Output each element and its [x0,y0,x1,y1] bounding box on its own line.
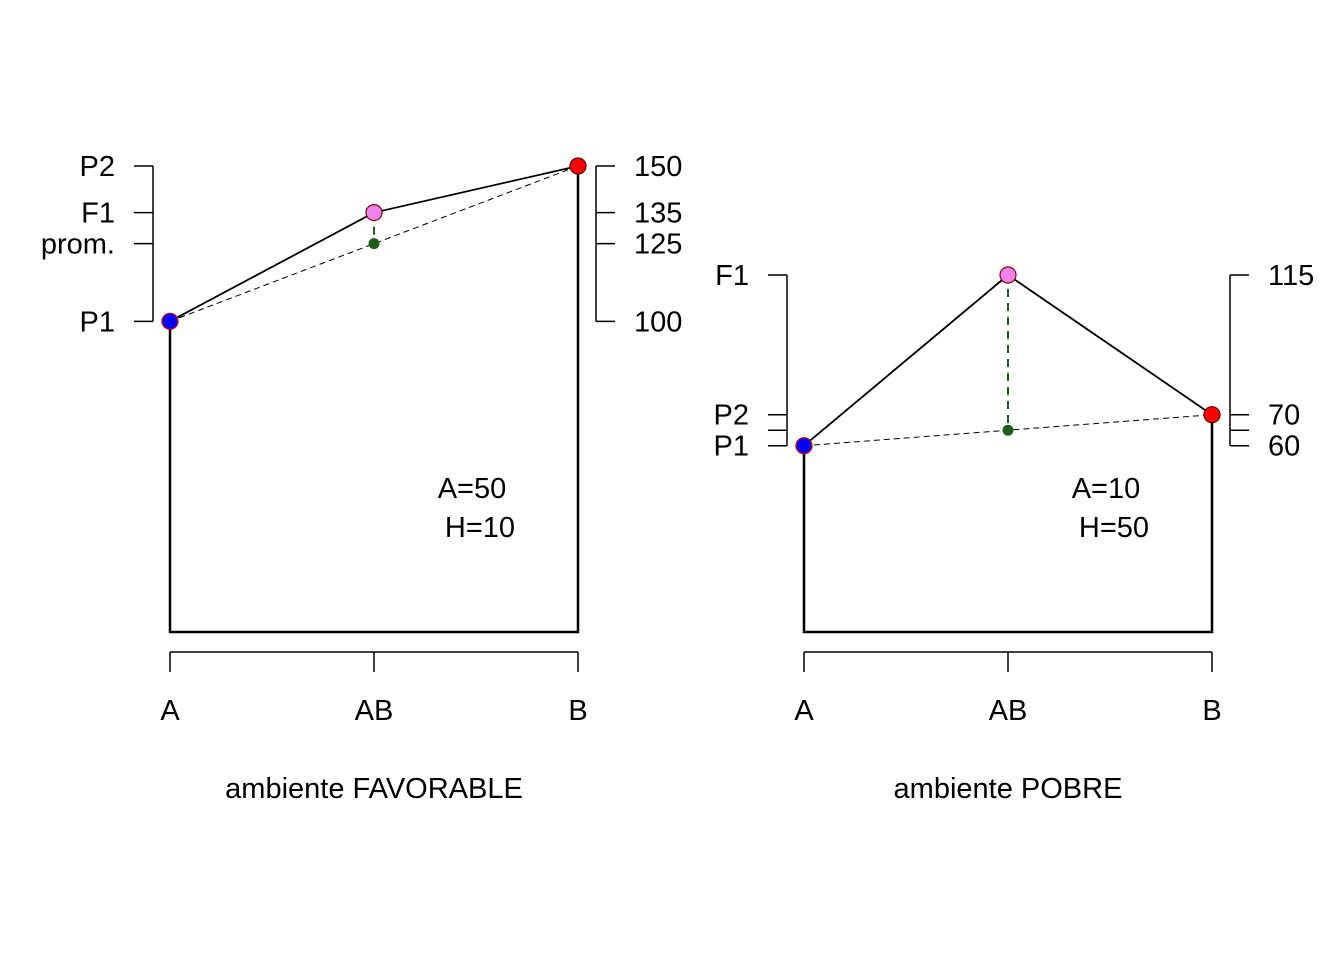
frame-outline [802,414,1214,634]
point-p1 [795,437,813,455]
point-p2 [569,157,587,175]
x-tick-label: AB [989,695,1028,727]
x-tick-label: B [1202,695,1221,727]
right-axis-label: 100 [634,306,682,338]
point-p2 [1203,406,1221,424]
point-f1 [999,266,1017,284]
point-prom [1002,424,1014,436]
left-axis-label: P1 [714,431,749,463]
left-axis-label: F1 [81,198,115,230]
right-axis-label: 125 [634,229,682,261]
x-tick-label: A [794,695,814,727]
x-tick-label: B [568,695,587,727]
x-tick-label: AB [355,695,394,727]
left-axis-label: F1 [715,260,749,292]
frame-outline [168,166,580,634]
point-f1 [365,204,383,222]
left-axis-label: prom. [41,229,115,261]
annotation-text: H=10 [445,512,515,544]
x-axis-title: ambiente FAVORABLE [225,773,523,805]
right-axis-label: 150 [634,151,682,183]
x-axis-title: ambiente POBRE [894,773,1123,805]
left-axis-label: P1 [80,306,115,338]
right-axis-label: 135 [634,198,682,230]
average-line [169,165,579,322]
left-axis-label: P2 [80,151,115,183]
annotation-text: A=10 [1072,473,1141,505]
right-axis-label: 70 [1268,400,1300,432]
left-axis-label: P2 [714,400,749,432]
x-tick-label: A [160,695,180,727]
right-axis-label: 60 [1268,431,1300,463]
point-p1 [161,312,179,330]
annotation-text: H=50 [1079,512,1149,544]
point-prom [368,238,380,250]
right-axis-label: 115 [1268,260,1314,292]
annotation-text: A=50 [438,473,507,505]
